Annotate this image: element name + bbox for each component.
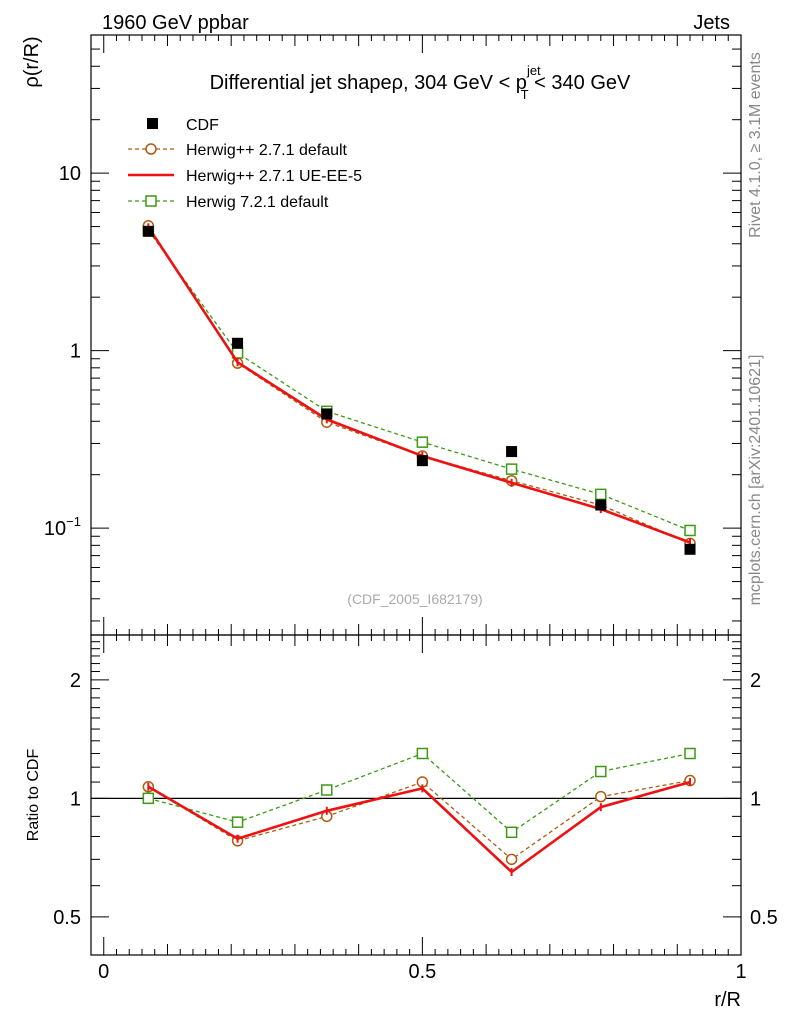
main-point-cdf (506, 446, 518, 458)
ratio-point-herwig721 (595, 765, 607, 778)
main-y-axis-label: ρ(r/R) (21, 36, 43, 87)
legend-label-herwig-ueee5: Herwig++ 2.7.1 UE-EE-5 (186, 168, 362, 185)
ratio-y-tick-label-left: 0.5 (53, 907, 81, 929)
legend: CDF Herwig++ 2.7.1 default Herwig++ 2.7.… (128, 117, 362, 211)
mcplots-credit-label: mcplots.cern.ch [arXiv:2401.10621] (747, 355, 764, 606)
legend-label-herwig-default: Herwig++ 2.7.1 default (186, 142, 348, 159)
header-process-label: Jets (693, 12, 730, 34)
x-axis-label: r/R (714, 989, 741, 1011)
ratio-y-tick-label-right: 2 (750, 670, 761, 692)
main-point-cdf (142, 225, 154, 237)
legend-marker-cdf (147, 118, 158, 129)
main-point-cdf (416, 455, 428, 467)
ratio-point-herwig721 (505, 826, 518, 839)
main-y-tick-label-exponent: −1 (66, 514, 81, 529)
main-point-herwig721 (684, 524, 696, 537)
legend-marker-herwig721 (145, 195, 157, 207)
rivet-version-label: Rivet 4.1.0, ≥ 3.1M events (747, 52, 764, 238)
ratio-axis-ticks: 0 0.5 1 2 2 1 1 0.5 0.5 (53, 634, 778, 983)
x-tick-label: 0 (98, 961, 109, 983)
ratio-point-herwig_default (595, 790, 607, 803)
ratio-y-tick-label-left: 2 (70, 670, 81, 692)
main-y-tick-label: 1 (70, 341, 81, 363)
main-chart-title: Differential jet shapeρ, 304 GeV < pjet T… (210, 63, 631, 102)
ratio-y-tick-label-left: 1 (70, 788, 81, 810)
ratio-point-herwig721 (142, 792, 155, 805)
ratio-point-herwig_default (505, 853, 518, 866)
x-tick-label: 0.5 (408, 961, 436, 983)
ratio-y-tick-label-right: 1 (750, 788, 761, 810)
ratio-point-herwig721 (416, 747, 429, 760)
main-point-cdf (595, 499, 607, 511)
ratio-y-axis-label: Ratio to CDF (25, 749, 42, 842)
main-point-cdf (321, 408, 333, 420)
main-point-cdf (232, 337, 244, 349)
analysis-id-watermark: (CDF_2005_I682179) (347, 591, 482, 607)
main-point-herwig721 (595, 488, 607, 501)
ratio-series-layer (142, 747, 696, 876)
ratio-point-herwig721 (231, 816, 244, 828)
main-point-herwig721 (416, 436, 429, 448)
main-line-herwig_default (147, 225, 691, 544)
main-point-cdf (684, 543, 696, 555)
ratio-y-tick-label-right: 0.5 (750, 907, 778, 929)
main-point-herwig721 (505, 463, 518, 475)
main-line-herwig_ueee5 (147, 226, 691, 544)
main-line-herwig721 (147, 230, 691, 532)
ratio-point-herwig721 (684, 747, 696, 760)
header-energy-label: 1960 GeV ppbar (102, 12, 249, 34)
main-y-tick-label: 10−1 (44, 514, 81, 540)
x-tick-label: 1 (735, 961, 746, 983)
ratio-line-herwig721 (148, 752, 691, 834)
main-y-tick-label: 10 (59, 163, 81, 185)
main-y-tick-label-base: 10 (44, 518, 66, 540)
legend-label-herwig721: Herwig 7.2.1 default (186, 194, 329, 211)
main-series-layer (142, 220, 696, 555)
legend-label-cdf: CDF (186, 117, 219, 134)
legend-marker-herwig-default (145, 143, 157, 155)
ratio-point-herwig721 (321, 784, 333, 796)
ratio-panel-frame (90, 634, 742, 956)
